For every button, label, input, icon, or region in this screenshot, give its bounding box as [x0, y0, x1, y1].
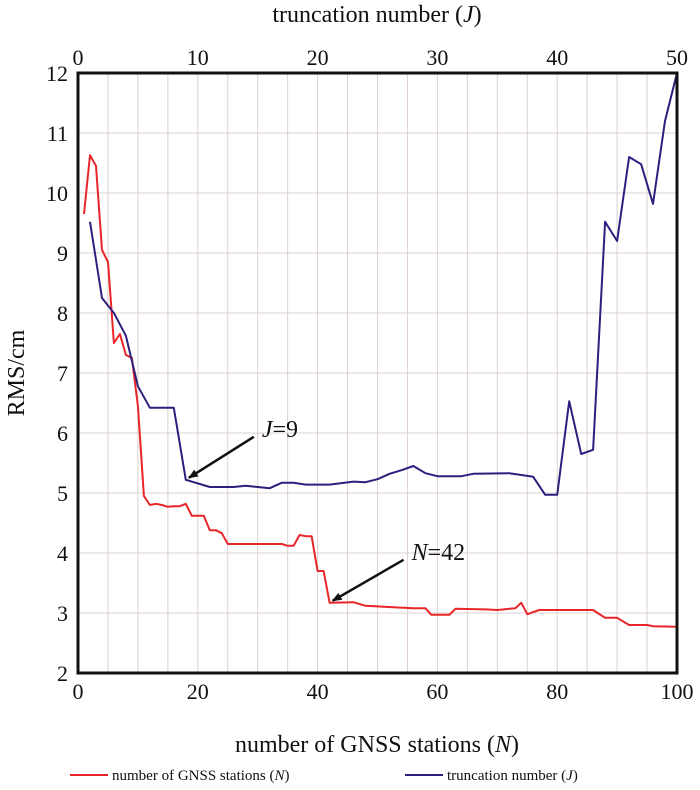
y-axis-title: RMS/cm: [4, 329, 30, 416]
bottom-axis-title: number of GNSS stations (N): [235, 732, 519, 758]
x-tick-label: 0: [73, 679, 84, 704]
y-tick-label: 9: [57, 241, 68, 266]
series-line-truncation-number: [89, 72, 678, 496]
legend-label-j: truncation number (J): [447, 768, 578, 784]
y-tick-label: 8: [57, 301, 68, 326]
y-tick-label: 12: [46, 61, 68, 86]
x2-tick-label: 40: [546, 45, 568, 70]
annotation-label: N=42: [411, 540, 466, 566]
annotation-arrow: [187, 435, 255, 479]
annotation-label: J=9: [262, 417, 298, 443]
x2-tick-label: 20: [307, 45, 329, 70]
tick-labels: 0 20 40 60 80 100 0 10 20 30 40 50 2 3 4 5 6 7 8 9 10 11 12: [46, 45, 694, 704]
x2-tick-label: 50: [666, 45, 688, 70]
series-lines: [83, 72, 678, 628]
annotation-arrow: [331, 558, 405, 602]
grid-lines: [78, 73, 677, 673]
x2-tick-label: 10: [187, 45, 209, 70]
legend-label-n: number of GNSS stations (N): [112, 768, 290, 784]
series-line-gnss-stations: [83, 154, 678, 628]
x-tick-label: 80: [546, 679, 568, 704]
x-tick-label: 40: [307, 679, 329, 704]
annotations: J=9 N=42: [187, 417, 466, 602]
y-tick-label: 5: [57, 481, 68, 506]
y-tick-label: 3: [57, 601, 68, 626]
x2-tick-label: 30: [426, 45, 448, 70]
x-tick-label: 100: [661, 679, 694, 704]
top-axis-title: truncation number (J): [272, 2, 481, 28]
y-tick-label: 2: [57, 661, 68, 686]
x2-tick-label: 0: [73, 45, 84, 70]
x-tick-label: 20: [187, 679, 209, 704]
y-tick-label: 4: [57, 541, 68, 566]
y-tick-label: 7: [57, 361, 68, 386]
legend: number of GNSS stations (N) truncation n…: [70, 768, 578, 784]
y-tick-label: 11: [47, 121, 68, 146]
x-tick-label: 60: [426, 679, 448, 704]
y-tick-label: 6: [57, 421, 68, 446]
plot-frame: [76, 71, 679, 675]
y-tick-label: 10: [46, 181, 68, 206]
